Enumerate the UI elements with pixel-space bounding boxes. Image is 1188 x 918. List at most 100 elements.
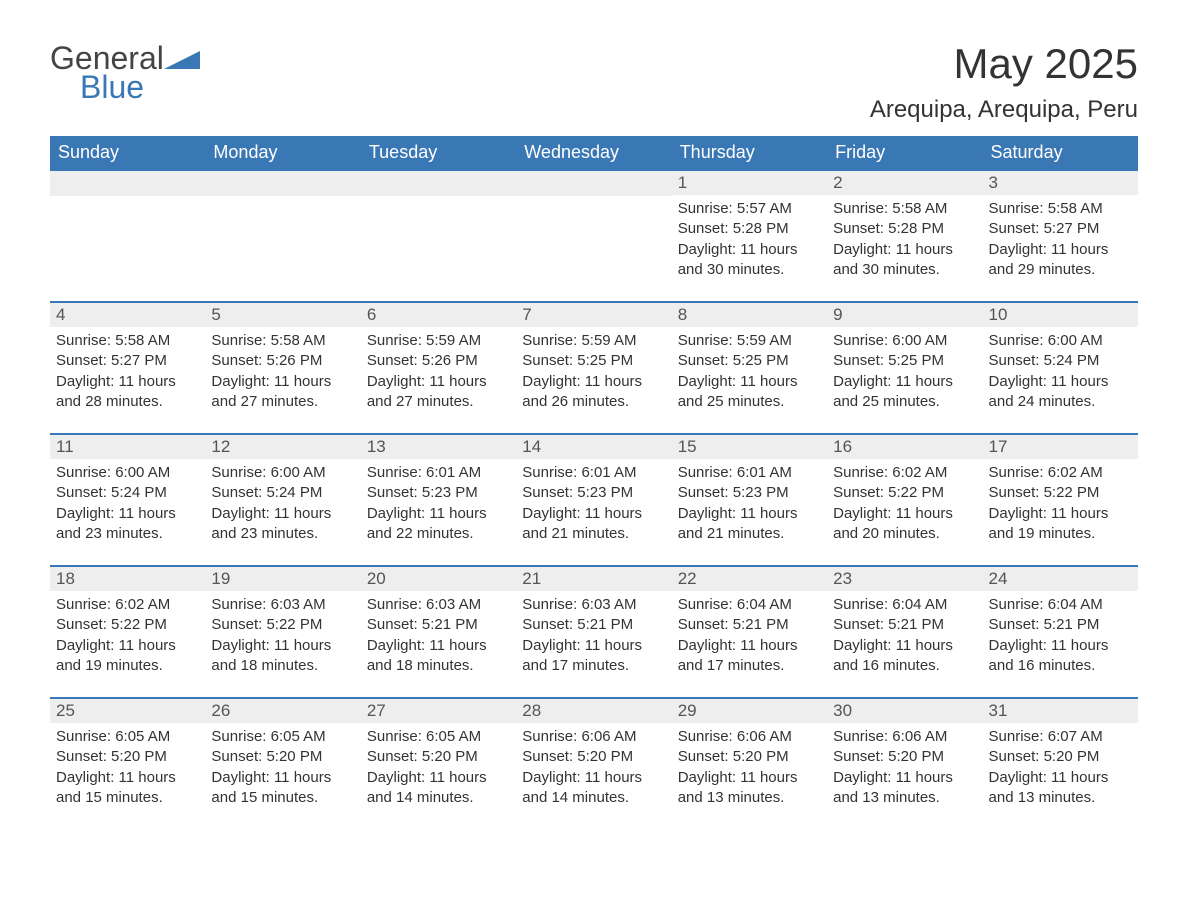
day-header-tuesday: Tuesday [361,136,516,170]
day-number: 22 [672,567,827,591]
sunset-line: Sunset: 5:25 PM [522,351,665,371]
sunrise-line: Sunrise: 6:01 AM [367,463,510,483]
day-cell: 20Sunrise: 6:03 AMSunset: 5:21 PMDayligh… [361,566,516,698]
day-number: 9 [827,303,982,327]
day-header-sunday: Sunday [50,136,205,170]
day-cell: 24Sunrise: 6:04 AMSunset: 5:21 PMDayligh… [983,566,1138,698]
sunrise-line: Sunrise: 6:05 AM [211,727,354,747]
day-cell: 10Sunrise: 6:00 AMSunset: 5:24 PMDayligh… [983,302,1138,434]
daylight-line: Daylight: 11 hours and 25 minutes. [678,372,821,413]
sunrise-line: Sunrise: 5:58 AM [211,331,354,351]
day-number: 1 [672,171,827,195]
sunrise-line: Sunrise: 5:58 AM [989,199,1132,219]
day-body: Sunrise: 6:02 AMSunset: 5:22 PMDaylight:… [983,459,1138,548]
day-number: 29 [672,699,827,723]
day-body: Sunrise: 6:06 AMSunset: 5:20 PMDaylight:… [827,723,982,812]
daylight-line: Daylight: 11 hours and 19 minutes. [989,504,1132,545]
sunset-line: Sunset: 5:26 PM [367,351,510,371]
daylight-line: Daylight: 11 hours and 17 minutes. [678,636,821,677]
empty-day-num [50,171,205,196]
sunrise-line: Sunrise: 6:06 AM [678,727,821,747]
day-number: 20 [361,567,516,591]
day-cell: 30Sunrise: 6:06 AMSunset: 5:20 PMDayligh… [827,698,982,830]
sunset-line: Sunset: 5:23 PM [522,483,665,503]
sunrise-line: Sunrise: 6:04 AM [678,595,821,615]
daylight-line: Daylight: 11 hours and 14 minutes. [367,768,510,809]
day-body: Sunrise: 6:06 AMSunset: 5:20 PMDaylight:… [672,723,827,812]
day-number: 21 [516,567,671,591]
sunrise-line: Sunrise: 5:59 AM [678,331,821,351]
day-cell: 29Sunrise: 6:06 AMSunset: 5:20 PMDayligh… [672,698,827,830]
sunset-line: Sunset: 5:27 PM [989,219,1132,239]
day-number: 11 [50,435,205,459]
daylight-line: Daylight: 11 hours and 30 minutes. [833,240,976,281]
daylight-line: Daylight: 11 hours and 27 minutes. [367,372,510,413]
sunset-line: Sunset: 5:22 PM [833,483,976,503]
day-body: Sunrise: 6:05 AMSunset: 5:20 PMDaylight:… [50,723,205,812]
day-cell [361,170,516,302]
day-cell: 3Sunrise: 5:58 AMSunset: 5:27 PMDaylight… [983,170,1138,302]
sunset-line: Sunset: 5:28 PM [678,219,821,239]
daylight-line: Daylight: 11 hours and 16 minutes. [989,636,1132,677]
daylight-line: Daylight: 11 hours and 27 minutes. [211,372,354,413]
day-number: 7 [516,303,671,327]
daylight-line: Daylight: 11 hours and 16 minutes. [833,636,976,677]
day-cell: 11Sunrise: 6:00 AMSunset: 5:24 PMDayligh… [50,434,205,566]
sunset-line: Sunset: 5:20 PM [56,747,199,767]
day-body: Sunrise: 6:02 AMSunset: 5:22 PMDaylight:… [827,459,982,548]
sunrise-line: Sunrise: 6:02 AM [833,463,976,483]
sunrise-line: Sunrise: 6:03 AM [211,595,354,615]
day-number: 8 [672,303,827,327]
empty-day-num [361,171,516,196]
day-body: Sunrise: 5:59 AMSunset: 5:25 PMDaylight:… [672,327,827,416]
daylight-line: Daylight: 11 hours and 20 minutes. [833,504,976,545]
day-header-row: SundayMondayTuesdayWednesdayThursdayFrid… [50,136,1138,170]
sunset-line: Sunset: 5:24 PM [211,483,354,503]
sunset-line: Sunset: 5:25 PM [678,351,821,371]
sunrise-line: Sunrise: 5:58 AM [833,199,976,219]
daylight-line: Daylight: 11 hours and 15 minutes. [211,768,354,809]
day-cell: 21Sunrise: 6:03 AMSunset: 5:21 PMDayligh… [516,566,671,698]
sunrise-line: Sunrise: 5:57 AM [678,199,821,219]
day-body: Sunrise: 5:58 AMSunset: 5:26 PMDaylight:… [205,327,360,416]
day-number: 19 [205,567,360,591]
day-body: Sunrise: 6:05 AMSunset: 5:20 PMDaylight:… [205,723,360,812]
sunset-line: Sunset: 5:22 PM [56,615,199,635]
day-cell: 25Sunrise: 6:05 AMSunset: 5:20 PMDayligh… [50,698,205,830]
sunset-line: Sunset: 5:20 PM [522,747,665,767]
location: Arequipa, Arequipa, Peru [870,96,1138,124]
sunrise-line: Sunrise: 6:00 AM [211,463,354,483]
sunrise-line: Sunrise: 6:04 AM [833,595,976,615]
week-row: 4Sunrise: 5:58 AMSunset: 5:27 PMDaylight… [50,302,1138,434]
day-number: 4 [50,303,205,327]
empty-day-num [205,171,360,196]
day-number: 28 [516,699,671,723]
day-body: Sunrise: 6:01 AMSunset: 5:23 PMDaylight:… [361,459,516,548]
day-body: Sunrise: 6:03 AMSunset: 5:21 PMDaylight:… [361,591,516,680]
daylight-line: Daylight: 11 hours and 18 minutes. [211,636,354,677]
sunrise-line: Sunrise: 6:00 AM [56,463,199,483]
daylight-line: Daylight: 11 hours and 17 minutes. [522,636,665,677]
day-body: Sunrise: 6:03 AMSunset: 5:22 PMDaylight:… [205,591,360,680]
sunset-line: Sunset: 5:22 PM [211,615,354,635]
day-number: 6 [361,303,516,327]
sunset-line: Sunset: 5:21 PM [367,615,510,635]
day-cell: 5Sunrise: 5:58 AMSunset: 5:26 PMDaylight… [205,302,360,434]
calendar-table: SundayMondayTuesdayWednesdayThursdayFrid… [50,136,1138,830]
logo: General Blue [50,40,200,114]
sunrise-line: Sunrise: 6:03 AM [522,595,665,615]
day-number: 10 [983,303,1138,327]
daylight-line: Daylight: 11 hours and 28 minutes. [56,372,199,413]
day-number: 23 [827,567,982,591]
day-number: 13 [361,435,516,459]
day-header-thursday: Thursday [672,136,827,170]
day-cell: 4Sunrise: 5:58 AMSunset: 5:27 PMDaylight… [50,302,205,434]
day-body: Sunrise: 6:00 AMSunset: 5:24 PMDaylight:… [205,459,360,548]
day-number: 27 [361,699,516,723]
day-cell: 23Sunrise: 6:04 AMSunset: 5:21 PMDayligh… [827,566,982,698]
daylight-line: Daylight: 11 hours and 23 minutes. [211,504,354,545]
week-row: 25Sunrise: 6:05 AMSunset: 5:20 PMDayligh… [50,698,1138,830]
daylight-line: Daylight: 11 hours and 14 minutes. [522,768,665,809]
day-number: 17 [983,435,1138,459]
sunrise-line: Sunrise: 6:02 AM [989,463,1132,483]
